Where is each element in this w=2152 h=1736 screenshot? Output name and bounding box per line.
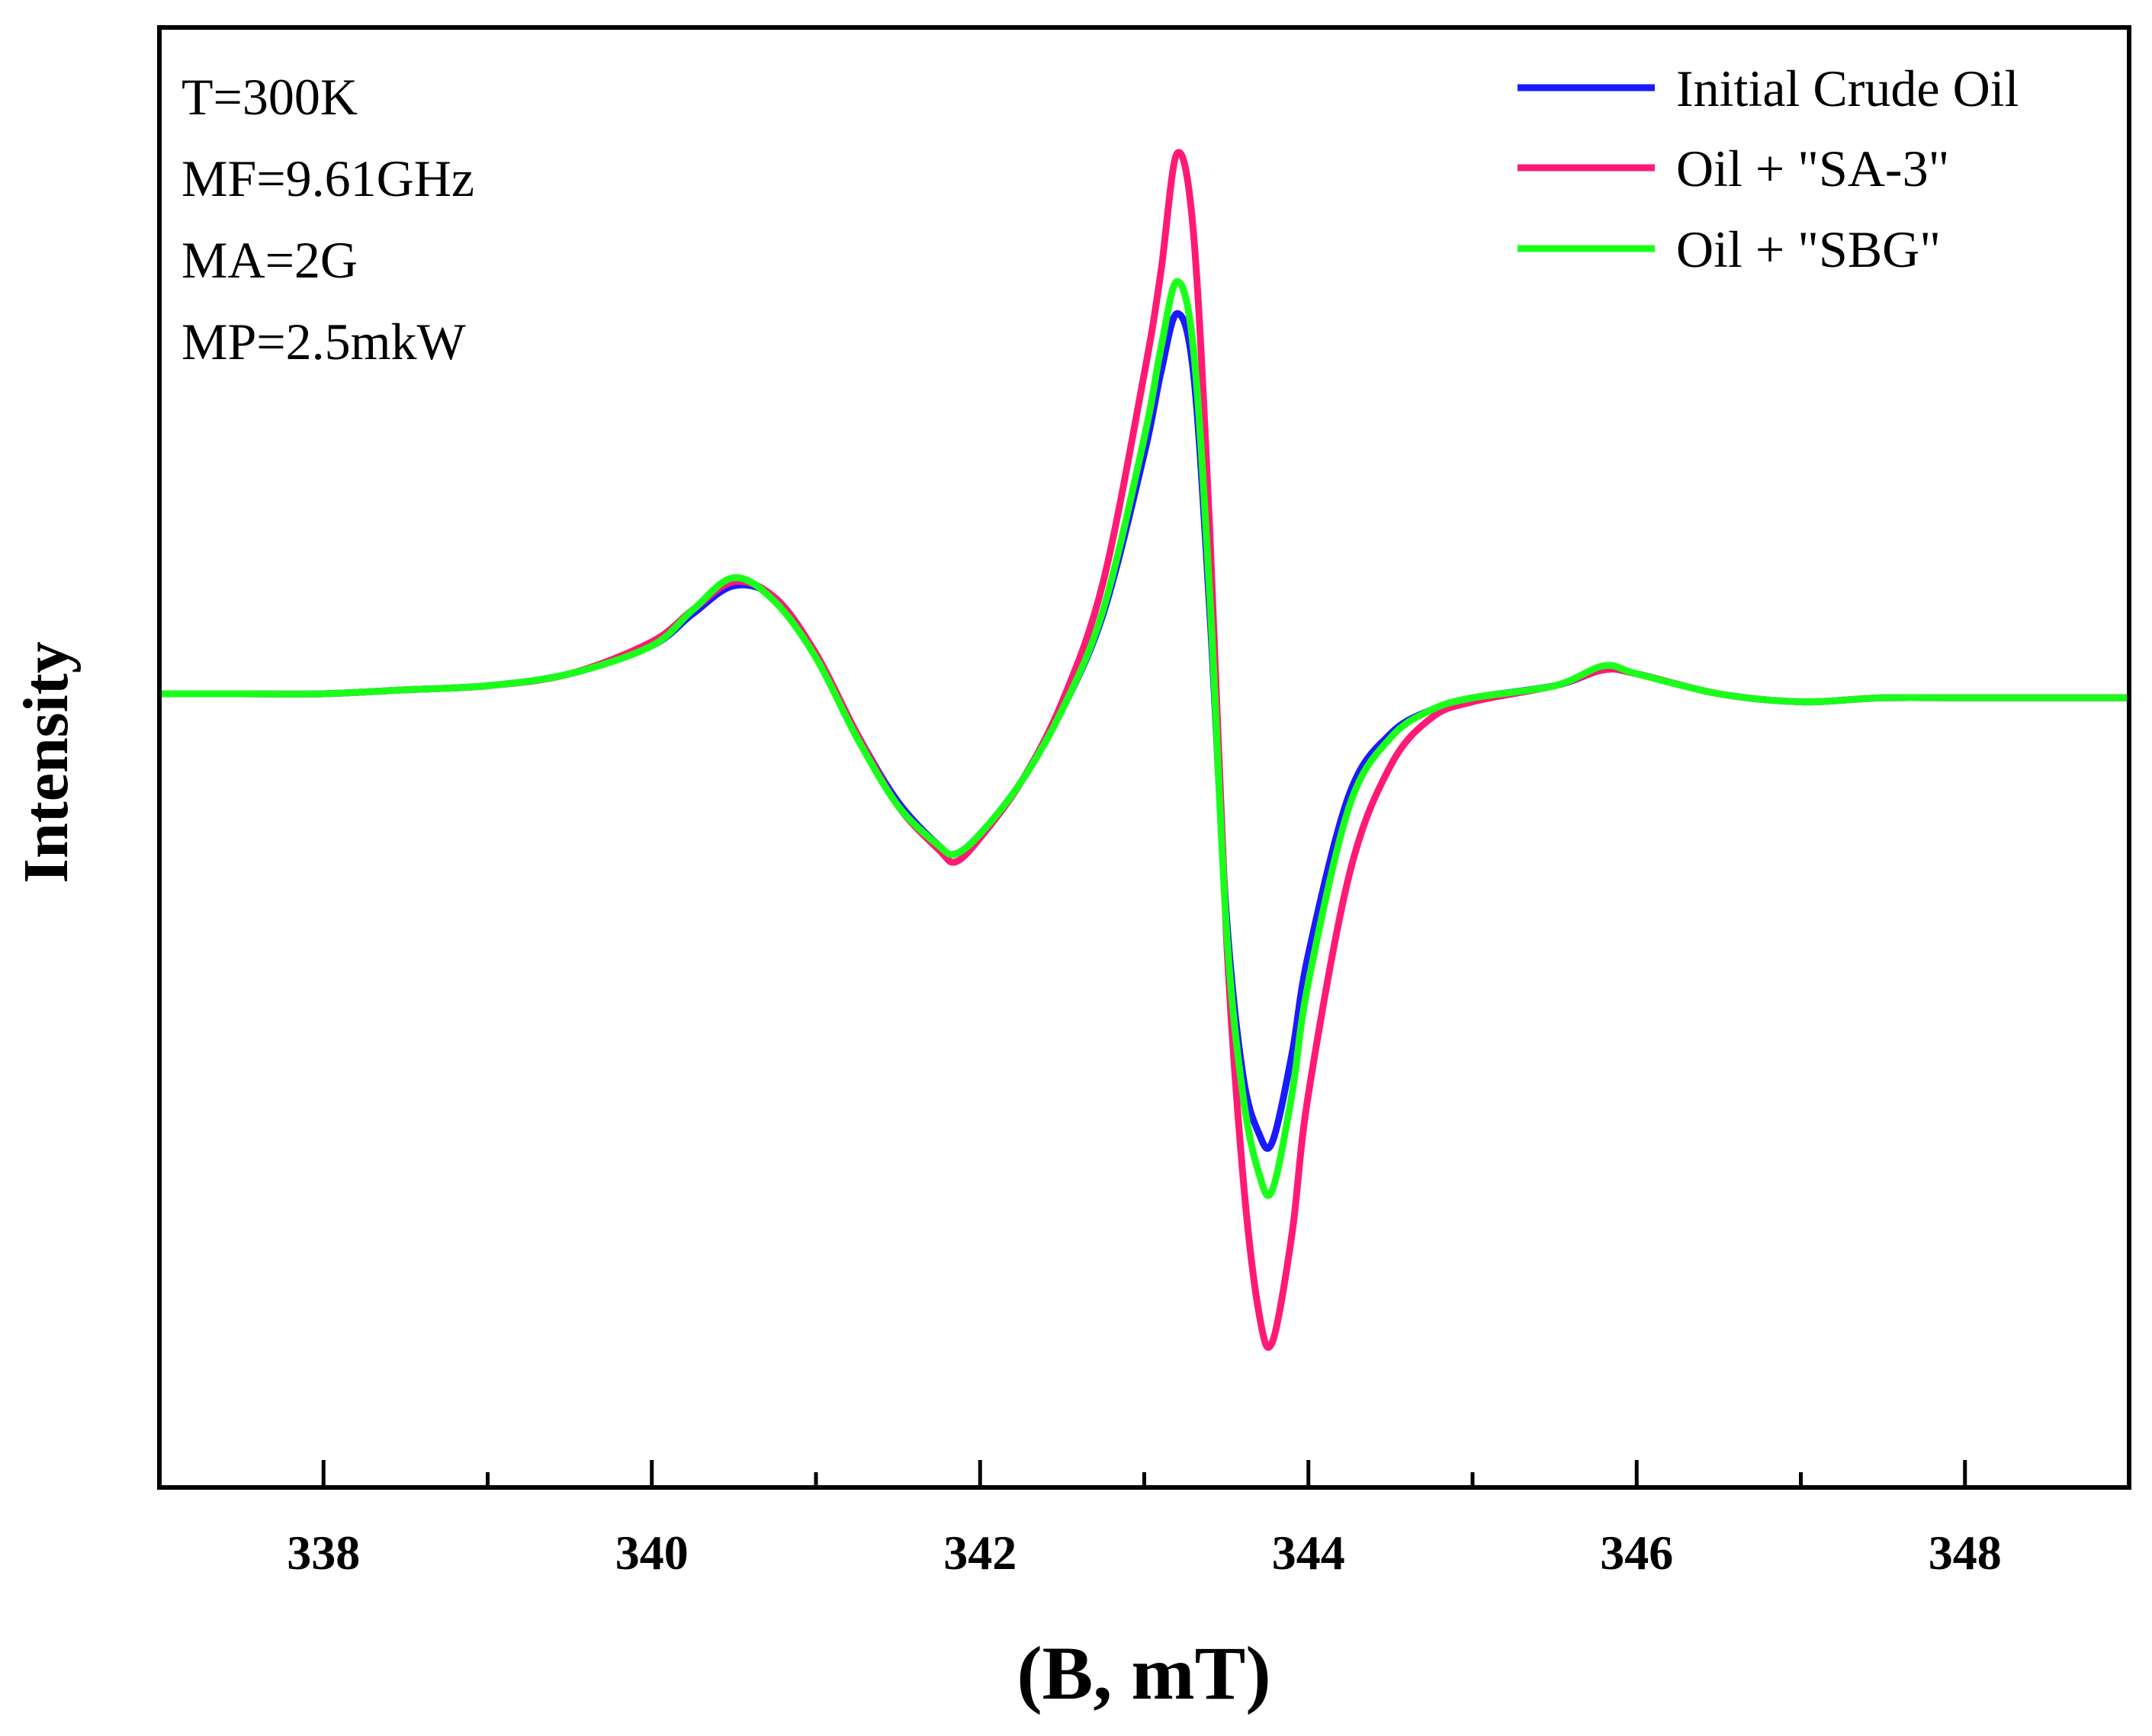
x-axis-tick-labels: 338 340 342 344 346 348 bbox=[287, 1526, 2002, 1580]
annotation-temperature: T=300K bbox=[181, 68, 358, 126]
legend-label-oil-sbg: Oil + "SBG" bbox=[1676, 220, 1941, 278]
annotation-modulation-amplitude: MA=2G bbox=[181, 231, 358, 289]
x-tick-label-348: 348 bbox=[1929, 1526, 2002, 1580]
annotation-microwave-frequency: MF=9.61GHz bbox=[181, 149, 474, 207]
legend-label-oil-sa3: Oil + "SA-3" bbox=[1676, 140, 1949, 197]
series-line-oil-sbg bbox=[159, 278, 2129, 1199]
x-tick-label-344: 344 bbox=[1272, 1526, 1345, 1580]
x-axis-title: (B, mT) bbox=[1017, 1631, 1270, 1715]
x-tick-label-340: 340 bbox=[615, 1526, 689, 1580]
legend-label-initial-crude-oil: Initial Crude Oil bbox=[1676, 59, 2019, 117]
x-tick-label-346: 346 bbox=[1600, 1526, 1673, 1580]
y-axis-title: Intensity bbox=[11, 641, 82, 883]
x-axis-ticks bbox=[157, 1460, 2131, 1487]
annotations: T=300K MF=9.61GHz MA=2G MP=2.5mkW bbox=[181, 68, 474, 371]
x-tick-label-342: 342 bbox=[943, 1526, 1017, 1580]
legend: Initial Crude Oil Oil + "SA-3" Oil + "SB… bbox=[1518, 59, 2019, 278]
plot-series-group bbox=[159, 149, 2129, 1351]
x-tick-label-338: 338 bbox=[287, 1526, 360, 1580]
annotation-microwave-power: MP=2.5mkW bbox=[181, 313, 467, 371]
